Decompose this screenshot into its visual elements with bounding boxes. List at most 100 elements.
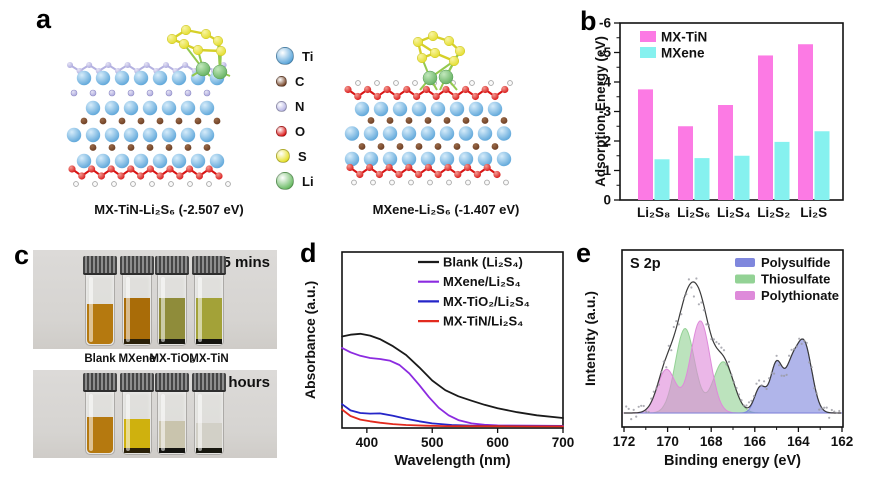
caption-mxene: MXene-Li₂S₆ (-1.407 eV) — [372, 202, 520, 217]
svg-text:Li₂S: Li₂S — [800, 205, 827, 220]
bar-series: Li₂S₈ Li₂S₆ Li₂S₄ Li₂S₂ Li₂S — [637, 44, 830, 220]
svg-text:600: 600 — [486, 435, 509, 450]
vial-sediment — [196, 339, 222, 344]
vial-label-mxtin: MX-TiN — [189, 353, 229, 365]
vial-glass — [122, 392, 152, 455]
panel-b-label: b — [580, 6, 597, 36]
vial-glass — [122, 275, 152, 346]
atom-legend-item-c: C — [276, 73, 314, 89]
xps-s2p-chart: 172 170 168 166 164 162 Binding energy (eV) Int… — [582, 249, 854, 469]
svg-text:-3: -3 — [599, 104, 611, 119]
atom-legend-label: Li — [302, 173, 314, 189]
uvvis-chart: 400 500 600 700 Wavelength (nm) Absorbance (a… — [302, 251, 575, 469]
vial-Blank — [83, 256, 117, 346]
svg-text:170: 170 — [656, 434, 679, 449]
o-atom-icon — [276, 125, 287, 137]
svg-text:-6: -6 — [599, 16, 611, 31]
vial-cap — [120, 373, 154, 392]
vial-highlight — [126, 394, 130, 451]
atom-legend-item-n: N — [276, 98, 314, 114]
svg-text:MXene/Li₂S₄: MXene/Li₂S₄ — [443, 274, 521, 289]
vial-label-mxene: MXene — [118, 353, 156, 365]
vial-label-blank: Blank — [84, 353, 116, 365]
adsorption-energy-bar-chart: 0 -1 -2 -3 -4 -5 -6 Adsorption Energy (eV) Li₂S₈… — [593, 16, 844, 220]
svg-text:Polythionate: Polythionate — [761, 288, 839, 303]
svg-text:MX-TiO₂/Li₂S₄: MX-TiO₂/Li₂S₄ — [443, 294, 530, 309]
vial-MX-TiO₂ — [155, 373, 189, 455]
svg-text:Thiosulfate: Thiosulfate — [761, 272, 830, 287]
xps-fitted-peaks — [624, 320, 842, 414]
panel-a-label: a — [36, 4, 52, 34]
vial-glass — [157, 392, 187, 455]
xps-chart: 172 170 168 166 164 162 Binding energy (eV) Int… — [582, 249, 854, 469]
vial-sediment — [124, 339, 150, 344]
svg-text:Li₂S₄: Li₂S₄ — [717, 205, 750, 220]
s-atom-icon — [276, 149, 290, 163]
structure-mxene-li2s6 — [344, 30, 513, 186]
atomic-lattice — [344, 80, 513, 186]
vial-sediment — [124, 448, 150, 453]
atom-legend-label: N — [295, 98, 305, 114]
svg-text:Li₂S₆: Li₂S₆ — [677, 205, 710, 220]
svg-text:166: 166 — [744, 434, 767, 449]
vial-MXene — [120, 373, 154, 455]
atom-legend-label: Ti — [302, 48, 314, 64]
vial-highlight — [89, 394, 93, 451]
xps-raw-scatter — [625, 277, 841, 421]
svg-text:400: 400 — [356, 435, 379, 450]
svg-text:Li₂S₂: Li₂S₂ — [757, 205, 790, 220]
uv-vis-absorbance-chart: 400 500 600 700 Wavelength (nm) Absorbance (a… — [302, 251, 575, 469]
svg-text:Absorbance (a.u.): Absorbance (a.u.) — [302, 281, 318, 399]
vial-glass — [194, 392, 224, 455]
vial-glass — [194, 275, 224, 346]
atom-legend-item-o: O — [276, 123, 314, 139]
vial-glass — [85, 392, 115, 455]
panel-d-label: d — [300, 238, 317, 268]
vial-photo-5min: 5 mins — [33, 250, 277, 349]
svg-text:-4: -4 — [599, 75, 611, 90]
li2s6-cluster — [412, 30, 466, 91]
svg-text:-1: -1 — [599, 163, 611, 178]
ti-atom-icon — [276, 47, 294, 65]
c-atom-icon — [276, 75, 287, 87]
vial-highlight — [161, 394, 165, 451]
svg-text:0: 0 — [603, 193, 611, 208]
svg-text:162: 162 — [831, 434, 854, 449]
atom-legend-label: C — [295, 73, 305, 89]
vial-cap — [83, 256, 117, 275]
svg-text:Intensity (a.u.): Intensity (a.u.) — [582, 291, 598, 386]
vial-cap — [83, 373, 117, 392]
svg-text:Polysulfide: Polysulfide — [761, 255, 830, 270]
vial-sediment — [159, 448, 185, 453]
atom-legend-label: S — [298, 148, 307, 164]
svg-text:-2: -2 — [599, 134, 611, 149]
li-atom-icon — [276, 172, 294, 190]
atom-legend-item-ti: Ti — [276, 47, 314, 65]
vial-glass — [157, 275, 187, 346]
vial-sediment — [159, 339, 185, 344]
vial-photo-8hours: 8 hours — [33, 370, 277, 458]
svg-text:Li₂S₈: Li₂S₈ — [637, 205, 670, 220]
svg-text:S 2p: S 2p — [630, 256, 661, 272]
svg-text:MX-TiN: MX-TiN — [661, 30, 707, 45]
svg-text:-5: -5 — [599, 45, 611, 60]
panel-e-label: e — [576, 238, 592, 268]
vial-cap — [192, 373, 226, 392]
svg-text:164: 164 — [787, 434, 810, 449]
atom-legend-label: O — [295, 123, 306, 139]
vial-highlight — [198, 394, 202, 451]
svg-text:MXene: MXene — [661, 46, 705, 61]
svg-text:172: 172 — [613, 434, 636, 449]
vial-cap — [120, 256, 154, 275]
svg-text:700: 700 — [552, 435, 575, 450]
vial-MXene — [120, 256, 154, 346]
n-atom-icon — [276, 100, 287, 112]
li2s6-cluster — [166, 24, 231, 80]
uvvis-series — [341, 332, 564, 428]
svg-text:Blank (Li₂S₄): Blank (Li₂S₄) — [443, 255, 523, 270]
svg-text:Adsorption Energy (eV): Adsorption Energy (eV) — [593, 36, 608, 187]
bar-chart: 0 -1 -2 -3 -4 -5 -6 Adsorption Energy (eV) — [593, 16, 844, 208]
vial-MX-TiN — [192, 373, 226, 455]
caption-mx-tin: MX-TiN-Li₂S₆ (-2.507 eV) — [94, 202, 244, 217]
